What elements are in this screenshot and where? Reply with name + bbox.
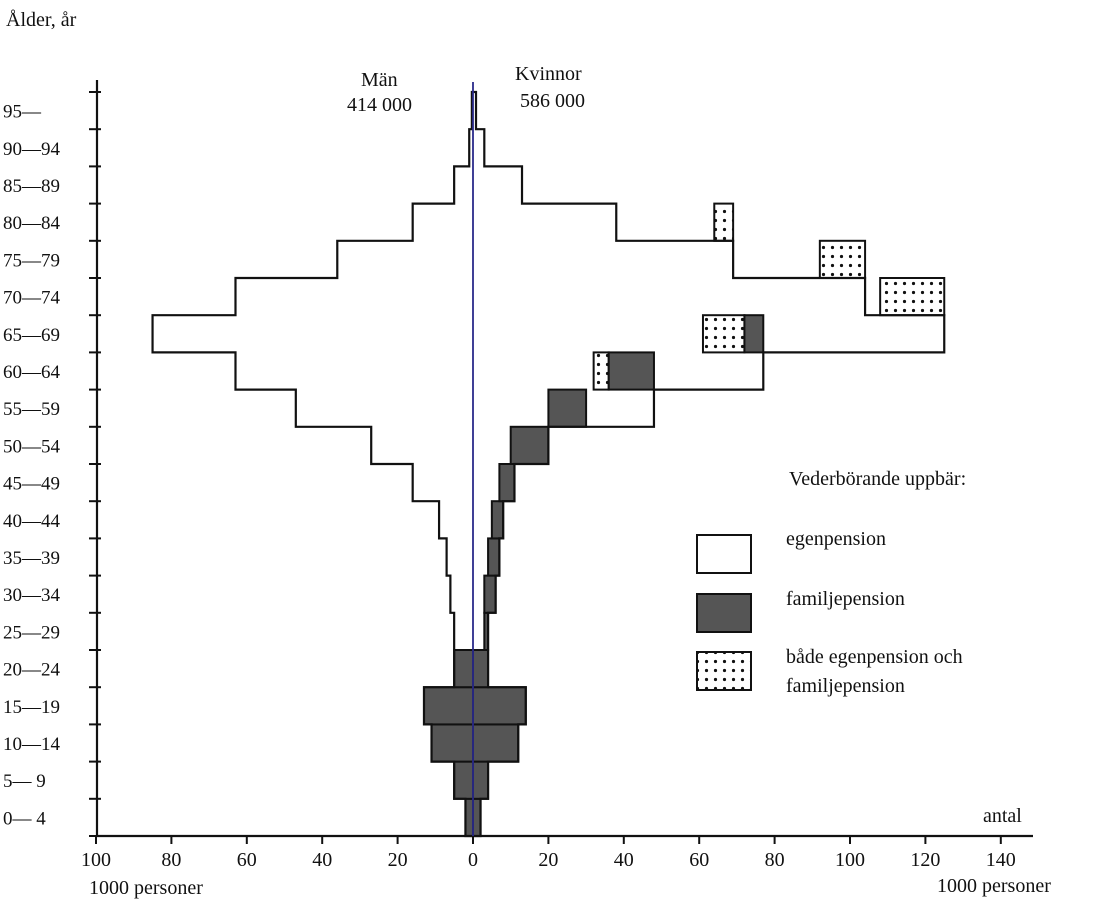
age-group-label: 5— 9	[3, 771, 46, 792]
women-familjepension-bar	[487, 537, 501, 577]
legend-swatch-familjepension	[696, 593, 752, 633]
outline-group	[151, 82, 946, 838]
axes	[89, 80, 1033, 844]
x-tick-label: 80	[765, 849, 785, 871]
age-group-label: 70—74	[3, 288, 61, 309]
women-total-outline	[473, 90, 946, 838]
x-unit-left: 1000 personer	[89, 877, 203, 899]
age-group-label: 85—89	[3, 176, 60, 197]
women-label: Kvinnor	[515, 63, 582, 85]
legend-swatch-egenpension	[696, 534, 752, 574]
women-bade-bar	[592, 351, 610, 391]
women-familjepension-bar	[607, 351, 655, 391]
x-tick-labels: 100 80 60 40 20 0 20 40 60 80 100 120 140	[81, 849, 1016, 871]
age-group-label: 50—54	[3, 436, 61, 457]
men-familjepension-bar	[430, 723, 474, 763]
x-tick-label: 40	[614, 849, 634, 871]
women-familjepension-bar	[472, 723, 520, 763]
women-familjepension-bar	[472, 797, 482, 837]
age-group-label: 45—49	[3, 474, 60, 495]
x-tick-label: 100	[81, 849, 111, 871]
women-familjepension-bar	[509, 425, 550, 465]
women-total: 586 000	[520, 90, 585, 112]
women-familjepension-bar	[472, 686, 527, 726]
y-axis-title: Ålder, år	[6, 9, 77, 31]
men-label: Män	[361, 69, 398, 91]
women-familjepension-bar	[547, 388, 588, 428]
x-tick-label: 100	[835, 849, 865, 871]
age-group-label: 40—44	[3, 511, 61, 532]
women-familjepension-bar	[743, 314, 765, 354]
age-group-label: 15—19	[3, 697, 60, 718]
age-group-label: 20—24	[3, 660, 61, 681]
age-group-label: 30—34	[3, 585, 61, 606]
age-group-label: 35—39	[3, 548, 60, 569]
women-familjepension-bar	[498, 463, 516, 503]
age-group-label: 10—14	[3, 734, 61, 755]
age-group-label: 55—59	[3, 399, 60, 420]
men-total: 414 000	[347, 94, 412, 116]
legend: Vederbörande uppbär: egenpension familje…	[696, 468, 966, 697]
men-familjepension-bar	[453, 760, 474, 800]
age-group-label: 80—84	[3, 213, 61, 234]
women-bade-bar	[879, 277, 946, 317]
men-familjepension-bar	[464, 797, 474, 837]
legend-swatch-bade	[696, 651, 752, 691]
age-group-label: 60—64	[3, 362, 61, 383]
age-labels: 0— 4 5— 9 10—14 15—19 20—24 25—29 30—34 35—39 40…	[3, 102, 61, 830]
x-tick-label: 0	[468, 849, 478, 871]
age-group-label: 0— 4	[3, 808, 46, 829]
legend-label-bade-line1: både egenpension och	[786, 646, 963, 668]
legend-label-familjepension: familjepension	[786, 588, 905, 610]
x-tick-label: 20	[388, 849, 408, 871]
x-axis-title: antal	[983, 805, 1022, 827]
age-group-label: 25—29	[3, 622, 60, 643]
age-group-label: 95—	[3, 102, 42, 123]
age-group-label: 65—69	[3, 325, 60, 346]
x-tick-label: 120	[910, 849, 940, 871]
legend-title: Vederbörande uppbär:	[789, 468, 966, 490]
women-familjepension-bar	[472, 649, 490, 689]
x-tick-label: 40	[312, 849, 332, 871]
x-tick-label: 60	[689, 849, 709, 871]
men-total-outline	[151, 90, 473, 838]
women-familjepension-bar	[483, 574, 497, 614]
women-familjepension-bar	[472, 760, 490, 800]
x-tick-label: 60	[237, 849, 257, 871]
women-familjepension-bar	[490, 500, 505, 540]
x-tick-label: 20	[538, 849, 558, 871]
bars-group	[422, 202, 946, 837]
x-tick-label: 140	[986, 849, 1016, 871]
age-group-label: 75—79	[3, 250, 60, 271]
age-group-label: 90—94	[3, 139, 61, 160]
women-bade-bar	[818, 239, 867, 280]
x-tick-label: 80	[161, 849, 181, 871]
women-bade-bar	[713, 202, 735, 242]
men-familjepension-bar	[422, 686, 474, 726]
men-familjepension-bar	[453, 649, 474, 689]
legend-label-bade-line2: familjepension	[786, 675, 905, 697]
women-bade-bar	[701, 314, 746, 354]
legend-label-egenpension: egenpension	[786, 528, 886, 550]
x-unit-right: 1000 personer	[937, 875, 1051, 897]
